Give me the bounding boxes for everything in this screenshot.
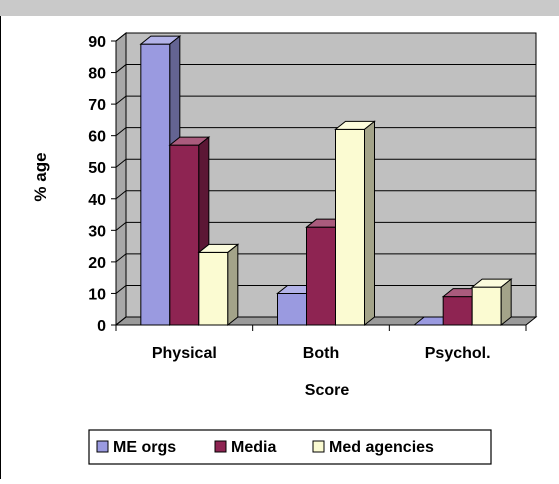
y-tick-label: 20 xyxy=(88,255,106,272)
y-tick-label: 0 xyxy=(97,318,106,335)
y-tick-label: 90 xyxy=(88,34,106,51)
gridline xyxy=(115,127,536,137)
gridline xyxy=(115,190,536,200)
bar-front xyxy=(140,43,171,326)
gridline xyxy=(115,158,536,168)
legend-swatch xyxy=(312,440,325,453)
bar-front xyxy=(198,251,229,326)
legend: ME orgs Media Med agencies xyxy=(88,429,492,465)
gridline xyxy=(115,95,536,105)
gridline xyxy=(115,316,536,326)
bar-side xyxy=(500,278,512,327)
bar-front xyxy=(442,296,473,326)
frame-left-border xyxy=(0,16,1,479)
gridline xyxy=(115,64,536,73)
bar-side xyxy=(364,120,375,327)
legend-box xyxy=(88,429,492,465)
y-tick-label: 60 xyxy=(88,129,106,146)
top-band xyxy=(0,0,559,16)
bar-front xyxy=(471,286,502,326)
y-tick-label: 80 xyxy=(88,66,106,83)
bar-side xyxy=(227,243,239,327)
x-axis-title: Score xyxy=(305,382,350,399)
bars xyxy=(139,35,513,327)
x-tick-label: Both xyxy=(303,345,339,362)
y-axis: 0 10 20 30 40 50 60 70 80 90 xyxy=(88,34,117,335)
x-tick-label: Psychol. xyxy=(425,345,491,362)
gridline xyxy=(115,253,536,263)
y-tick-label: 70 xyxy=(88,97,106,114)
bar-med-agencies xyxy=(197,243,240,327)
legend-item-med-agencies: Med agencies xyxy=(312,439,434,456)
bar-front xyxy=(169,144,200,326)
bar-media xyxy=(168,136,211,327)
bar-front xyxy=(277,292,307,326)
y-tick-label: 30 xyxy=(88,223,106,240)
legend-item-me-orgs: ME orgs xyxy=(96,439,176,456)
legend-swatch xyxy=(96,440,109,453)
bar-front xyxy=(306,226,336,326)
legend-swatch xyxy=(214,440,227,453)
bar-med-agencies xyxy=(334,120,376,327)
x-tick-label: Physical xyxy=(152,345,217,362)
gridline xyxy=(115,221,536,231)
y-tick-label: 40 xyxy=(88,192,106,209)
side-wall xyxy=(115,31,127,327)
y-axis-title: % age xyxy=(31,152,50,201)
gridlines xyxy=(115,32,536,326)
legend-label: Media xyxy=(231,439,276,456)
y-tick-label: 50 xyxy=(88,160,106,177)
gridline xyxy=(115,284,536,294)
legend-label: ME orgs xyxy=(113,439,176,456)
bar-front xyxy=(335,128,365,326)
legend-item-media: Media xyxy=(214,439,276,456)
x-axis: Physical Both Psychol. xyxy=(115,324,527,362)
y-tick-label: 10 xyxy=(88,286,106,303)
legend-label: Med agencies xyxy=(329,439,434,456)
gridline xyxy=(115,32,536,42)
bar-med-agencies xyxy=(470,278,513,327)
